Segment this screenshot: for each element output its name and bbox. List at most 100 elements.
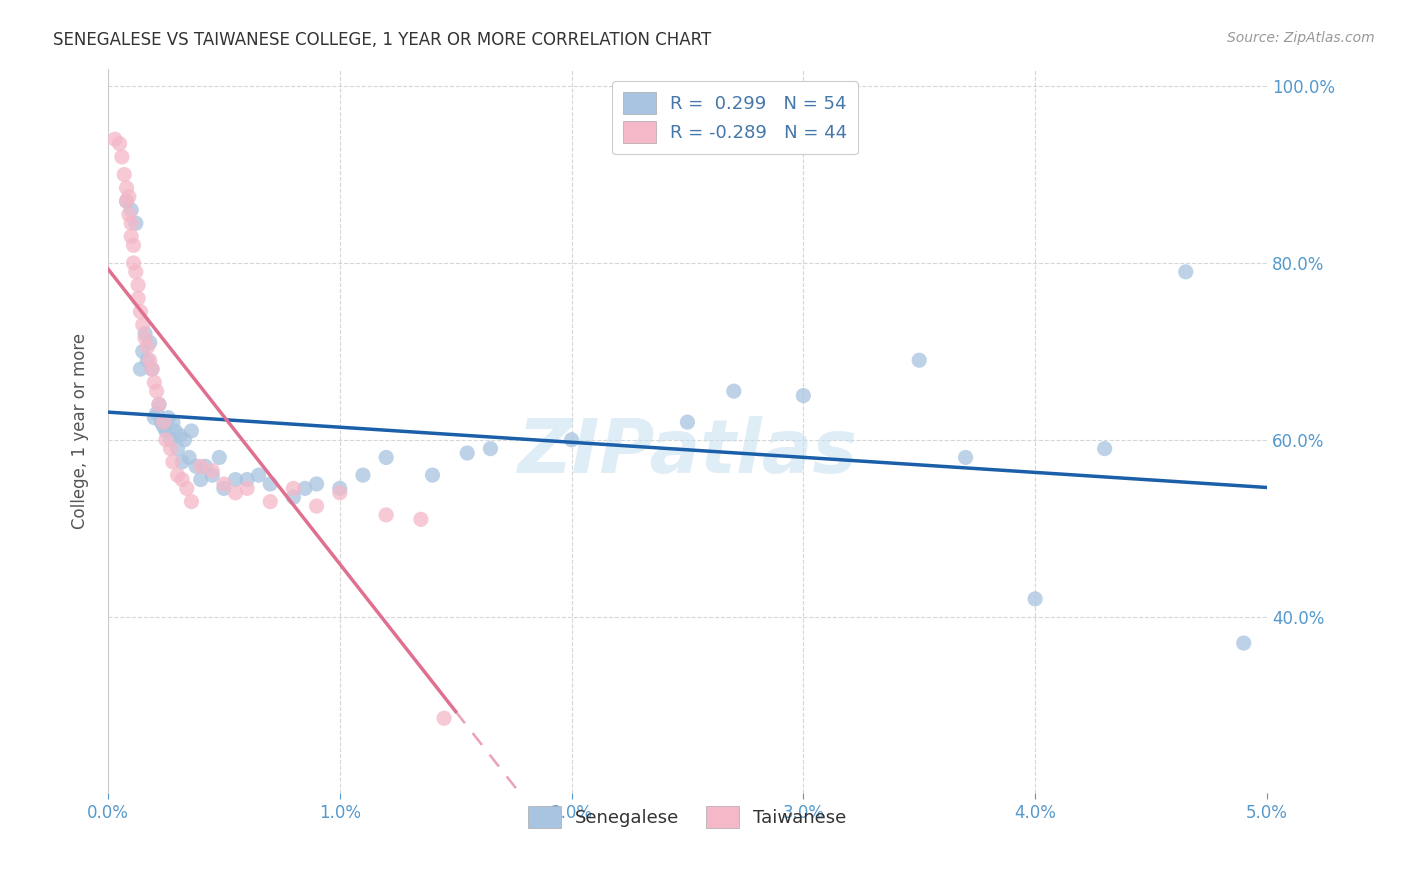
Point bbox=[169, 428, 191, 442]
Point bbox=[120, 229, 142, 244]
Point bbox=[236, 473, 259, 487]
Point bbox=[723, 384, 745, 399]
Point bbox=[115, 194, 138, 208]
Point bbox=[1174, 265, 1197, 279]
Point bbox=[159, 442, 181, 456]
Point bbox=[118, 207, 141, 221]
Point bbox=[159, 433, 181, 447]
Point bbox=[479, 442, 502, 456]
Point bbox=[422, 468, 444, 483]
Point bbox=[375, 508, 398, 522]
Point bbox=[122, 238, 145, 252]
Point bbox=[115, 181, 138, 195]
Point bbox=[134, 331, 156, 345]
Point bbox=[134, 326, 156, 341]
Point bbox=[305, 477, 328, 491]
Point bbox=[561, 433, 583, 447]
Point bbox=[132, 344, 155, 359]
Point bbox=[166, 442, 188, 456]
Point bbox=[143, 376, 166, 390]
Point bbox=[166, 468, 188, 483]
Point bbox=[136, 340, 159, 354]
Point bbox=[792, 388, 814, 402]
Point bbox=[104, 132, 127, 146]
Point bbox=[152, 415, 174, 429]
Point bbox=[172, 455, 194, 469]
Point bbox=[127, 291, 149, 305]
Point bbox=[118, 190, 141, 204]
Point bbox=[224, 485, 246, 500]
Point bbox=[409, 512, 432, 526]
Point bbox=[129, 362, 152, 376]
Point bbox=[125, 265, 148, 279]
Point bbox=[955, 450, 977, 465]
Point bbox=[180, 424, 202, 438]
Point bbox=[127, 278, 149, 293]
Point bbox=[138, 353, 160, 368]
Point bbox=[138, 335, 160, 350]
Point bbox=[150, 415, 173, 429]
Point bbox=[162, 455, 184, 469]
Point bbox=[194, 459, 217, 474]
Point bbox=[180, 494, 202, 508]
Point bbox=[676, 415, 699, 429]
Point bbox=[375, 450, 398, 465]
Point bbox=[224, 473, 246, 487]
Text: Source: ZipAtlas.com: Source: ZipAtlas.com bbox=[1227, 31, 1375, 45]
Point bbox=[236, 482, 259, 496]
Point bbox=[433, 711, 456, 725]
Point bbox=[111, 150, 134, 164]
Point bbox=[352, 468, 374, 483]
Point bbox=[294, 482, 316, 496]
Point bbox=[115, 194, 138, 208]
Point bbox=[132, 318, 155, 332]
Point bbox=[148, 397, 170, 411]
Point bbox=[155, 433, 177, 447]
Point bbox=[456, 446, 478, 460]
Point bbox=[136, 353, 159, 368]
Point bbox=[1024, 591, 1046, 606]
Point bbox=[259, 494, 281, 508]
Point bbox=[212, 477, 235, 491]
Point bbox=[184, 459, 207, 474]
Point bbox=[1094, 442, 1116, 456]
Point bbox=[129, 304, 152, 318]
Point bbox=[108, 136, 131, 151]
Point bbox=[162, 415, 184, 429]
Y-axis label: College, 1 year or more: College, 1 year or more bbox=[72, 333, 89, 529]
Point bbox=[176, 482, 198, 496]
Point bbox=[259, 477, 281, 491]
Legend: Senegalese, Taiwanese: Senegalese, Taiwanese bbox=[522, 798, 853, 835]
Point bbox=[145, 384, 167, 399]
Point bbox=[329, 485, 352, 500]
Text: ZIPatlas: ZIPatlas bbox=[517, 417, 858, 489]
Point bbox=[165, 424, 187, 438]
Point bbox=[208, 450, 231, 465]
Point bbox=[190, 459, 212, 474]
Point bbox=[201, 468, 224, 483]
Point bbox=[305, 499, 328, 513]
Point bbox=[283, 482, 305, 496]
Point bbox=[190, 473, 212, 487]
Point bbox=[201, 464, 224, 478]
Text: SENEGALESE VS TAIWANESE COLLEGE, 1 YEAR OR MORE CORRELATION CHART: SENEGALESE VS TAIWANESE COLLEGE, 1 YEAR … bbox=[53, 31, 711, 49]
Point bbox=[247, 468, 270, 483]
Point bbox=[120, 202, 142, 217]
Point bbox=[152, 419, 174, 434]
Point bbox=[155, 424, 177, 438]
Point bbox=[112, 168, 135, 182]
Point bbox=[145, 406, 167, 420]
Point bbox=[908, 353, 931, 368]
Point bbox=[173, 433, 195, 447]
Point bbox=[120, 216, 142, 230]
Point bbox=[122, 256, 145, 270]
Point bbox=[143, 410, 166, 425]
Point bbox=[125, 216, 148, 230]
Point bbox=[141, 362, 163, 376]
Point bbox=[148, 397, 170, 411]
Point bbox=[141, 362, 163, 376]
Point bbox=[172, 473, 194, 487]
Point bbox=[212, 482, 235, 496]
Point bbox=[283, 490, 305, 504]
Point bbox=[1233, 636, 1256, 650]
